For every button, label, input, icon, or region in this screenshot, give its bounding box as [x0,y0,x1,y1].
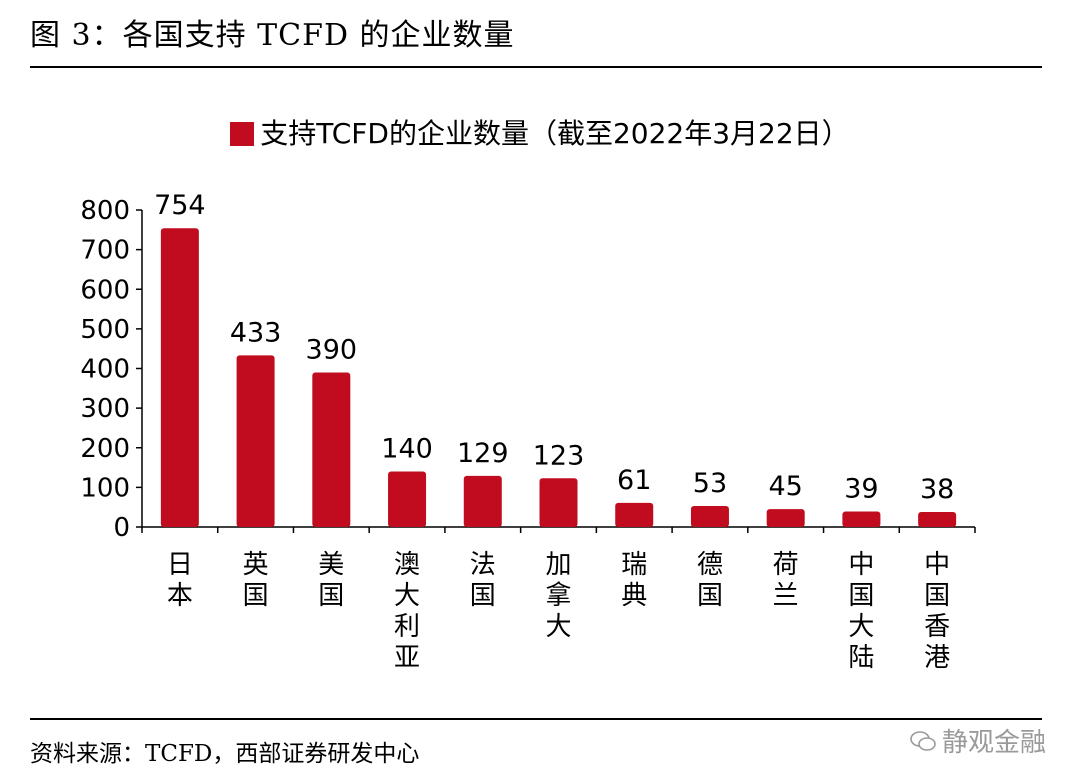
bar [766,509,805,527]
bar [312,372,351,527]
bar [160,228,199,528]
y-tick-label: 800 [80,196,130,226]
x-tick-label: 中国香港 [924,550,950,673]
data-label: 433 [230,317,282,348]
data-label: 390 [306,334,358,365]
bar [615,502,654,527]
chart-legend: 支持TCFD的企业数量（截至2022年3月22日） [0,112,1080,152]
x-tick-label: 英国 [243,550,269,611]
y-tick-label: 700 [80,236,130,266]
wechat-icon [910,730,936,751]
y-tick-label: 400 [80,355,130,385]
y-tick-label: 300 [80,394,130,424]
data-label: 61 [617,465,651,496]
figure-title: 图 3：各国支持 TCFD 的企业数量 [30,18,515,53]
data-label: 754 [154,190,206,221]
bar [539,478,578,527]
data-label: 45 [769,471,803,502]
y-tick-label: 0 [113,513,130,543]
x-tick-label: 美国 [318,550,344,611]
y-tick-label: 600 [80,275,130,305]
x-tick-label: 日本 [167,550,193,611]
y-tick-label: 100 [80,473,130,503]
x-tick-label: 德国 [697,550,723,611]
y-tick-label: 200 [80,434,130,464]
x-tick-label: 瑞典 [621,550,647,611]
data-label: 39 [844,474,878,505]
data-label: 140 [381,434,433,465]
data-label: 129 [457,438,509,469]
source-rule [30,718,1042,720]
legend-swatch [230,122,255,146]
x-tick-label: 荷兰 [773,550,799,611]
data-label: 53 [693,468,727,499]
data-label: 123 [533,440,585,471]
bar [690,505,729,527]
bar-chart: 0 100 200 300 400 500 600 700 800 754 日本 433 英国 390 美国… [80,190,976,673]
bar [463,475,502,527]
legend-label: 支持TCFD的企业数量（截至2022年3月22日） [260,117,850,150]
x-tick-label: 加拿大 [545,550,571,642]
source-note: 资料来源：TCFD，西部证券研发中心 [30,741,420,767]
title-rule [30,66,1042,68]
x-tick-label: 法国 [470,550,496,611]
y-tick-label: 500 [80,315,130,345]
watermark-text: 静观金融 [941,728,1046,758]
x-tick-label: 澳大利亚 [394,550,420,673]
bar [388,471,427,527]
bar [842,511,881,527]
bar [918,511,957,527]
x-tick-label: 中国大陆 [848,550,874,673]
bar [236,355,275,527]
data-label: 38 [920,474,954,505]
watermark: 静观金融 [910,722,1046,759]
